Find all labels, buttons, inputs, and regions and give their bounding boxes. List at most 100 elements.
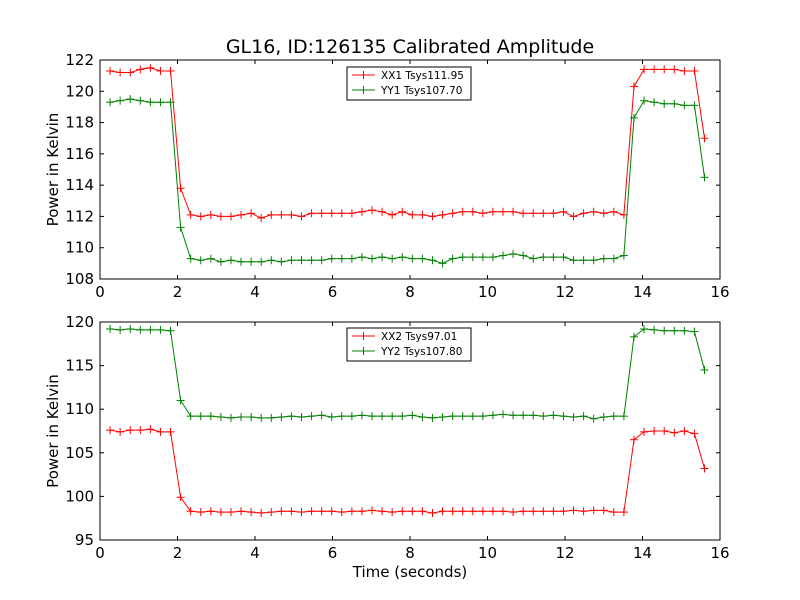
top-legend: XX1 Tsys111.95 YY1 Tsys107.70 xyxy=(346,66,472,101)
top-data-point xyxy=(247,209,256,218)
bottom-data-point xyxy=(357,507,366,516)
bottom-data-point xyxy=(589,414,598,423)
bottom-data-point xyxy=(237,507,246,516)
bottom-data-point xyxy=(519,507,528,516)
bottom-data-point xyxy=(408,507,417,516)
top-x-tick-label: 6 xyxy=(328,283,338,301)
top-legend-entry: YY1 Tsys107.70 xyxy=(352,85,462,97)
bottom-y-tick-label: 95 xyxy=(75,531,94,549)
bottom-data-point xyxy=(267,413,276,422)
bottom-data-point xyxy=(337,412,346,421)
top-data-point xyxy=(378,253,387,262)
top-data-point xyxy=(357,207,366,216)
top-data-point xyxy=(317,209,326,218)
top-data-point xyxy=(297,212,306,221)
top-data-point xyxy=(629,113,638,122)
bottom-data-point xyxy=(388,508,397,517)
top-data-point xyxy=(196,212,205,221)
top-data-point xyxy=(297,256,306,265)
bottom-data-point xyxy=(247,508,256,517)
top-data-point xyxy=(146,63,155,72)
top-data-point xyxy=(569,256,578,265)
top-data-point xyxy=(609,254,618,263)
top-data-point xyxy=(307,256,316,265)
bottom-data-point xyxy=(579,412,588,421)
top-data-point xyxy=(136,65,145,74)
bottom-legend-box xyxy=(346,327,472,362)
top-data-point xyxy=(237,257,246,266)
top-data-point xyxy=(378,207,387,216)
top-data-point xyxy=(438,259,447,268)
top-data-point xyxy=(619,251,628,260)
top-data-point xyxy=(257,213,266,222)
top-x-tick-label: 8 xyxy=(405,283,415,301)
bottom-data-point xyxy=(448,507,457,516)
top-data-point xyxy=(478,253,487,262)
top-data-point xyxy=(388,254,397,263)
bottom-data-point xyxy=(619,508,628,517)
bottom-data-point xyxy=(226,508,235,517)
bottom-data-point xyxy=(428,508,437,517)
bottom-data-point xyxy=(106,324,115,333)
bottom-data-point xyxy=(539,412,548,421)
top-x-tick-label: 4 xyxy=(250,283,260,301)
top-data-point xyxy=(156,66,165,75)
top-data-point xyxy=(569,212,578,221)
bottom-x-tick-label: 12 xyxy=(555,544,574,562)
bottom-data-point xyxy=(156,427,165,436)
subplot-top: 0 2 4 6 8 10 12 14 16 108 110 112 114 116 118 120 122 Pow… xyxy=(44,51,730,301)
bottom-data-point xyxy=(327,507,336,516)
top-data-point xyxy=(237,210,246,219)
top-data-point xyxy=(357,253,366,262)
bottom-data-point xyxy=(206,507,215,516)
top-data-point xyxy=(478,209,487,218)
top-data-point xyxy=(277,210,286,219)
top-data-point xyxy=(589,256,598,265)
top-y-axis-label: Power in Kelvin xyxy=(44,113,62,227)
top-data-point xyxy=(529,209,538,218)
top-legend-label: YY1 Tsys107.70 xyxy=(380,85,462,97)
bottom-data-point xyxy=(357,411,366,420)
top-data-point xyxy=(418,254,427,263)
top-data-point xyxy=(448,209,457,218)
top-data-point xyxy=(539,253,548,262)
bottom-data-point xyxy=(196,508,205,517)
bottom-data-point xyxy=(156,325,165,334)
bottom-data-point xyxy=(136,426,145,435)
top-data-point xyxy=(579,256,588,265)
bottom-data-point xyxy=(640,427,649,436)
top-data-point xyxy=(106,98,115,107)
top-data-point xyxy=(438,210,447,219)
bottom-data-point xyxy=(307,412,316,421)
bottom-data-point xyxy=(146,325,155,334)
top-data-point xyxy=(629,82,638,91)
bottom-data-point xyxy=(216,508,225,517)
bottom-data-point xyxy=(468,412,477,421)
top-data-point xyxy=(287,210,296,219)
bottom-x-tick-label: 10 xyxy=(478,544,497,562)
bottom-data-point xyxy=(549,507,558,516)
bottom-data-point xyxy=(468,507,477,516)
bottom-data-point xyxy=(327,413,336,422)
top-data-point xyxy=(247,257,256,266)
top-data-point xyxy=(700,134,709,143)
top-data-point xyxy=(488,253,497,262)
bottom-legend-entry: XX2 Tsys97.01 xyxy=(352,331,457,343)
top-legend-label: XX1 Tsys111.95 xyxy=(381,70,464,82)
top-data-point xyxy=(216,257,225,266)
bottom-legend-label: YY2 Tsys107.80 xyxy=(380,346,462,358)
bottom-data-point xyxy=(609,412,618,421)
bottom-data-point xyxy=(267,508,276,517)
top-data-point xyxy=(126,95,135,104)
top-data-point xyxy=(499,251,507,260)
bottom-data-point xyxy=(277,507,286,516)
top-data-point xyxy=(186,210,195,219)
bottom-data-point xyxy=(438,507,447,516)
bottom-data-point xyxy=(388,412,397,421)
bottom-data-point xyxy=(680,326,689,335)
bottom-data-point xyxy=(237,413,246,422)
top-data-point xyxy=(106,66,115,75)
bottom-data-point xyxy=(126,426,135,435)
bottom-data-point xyxy=(700,365,709,374)
bottom-y-tick-label: 110 xyxy=(65,400,94,418)
